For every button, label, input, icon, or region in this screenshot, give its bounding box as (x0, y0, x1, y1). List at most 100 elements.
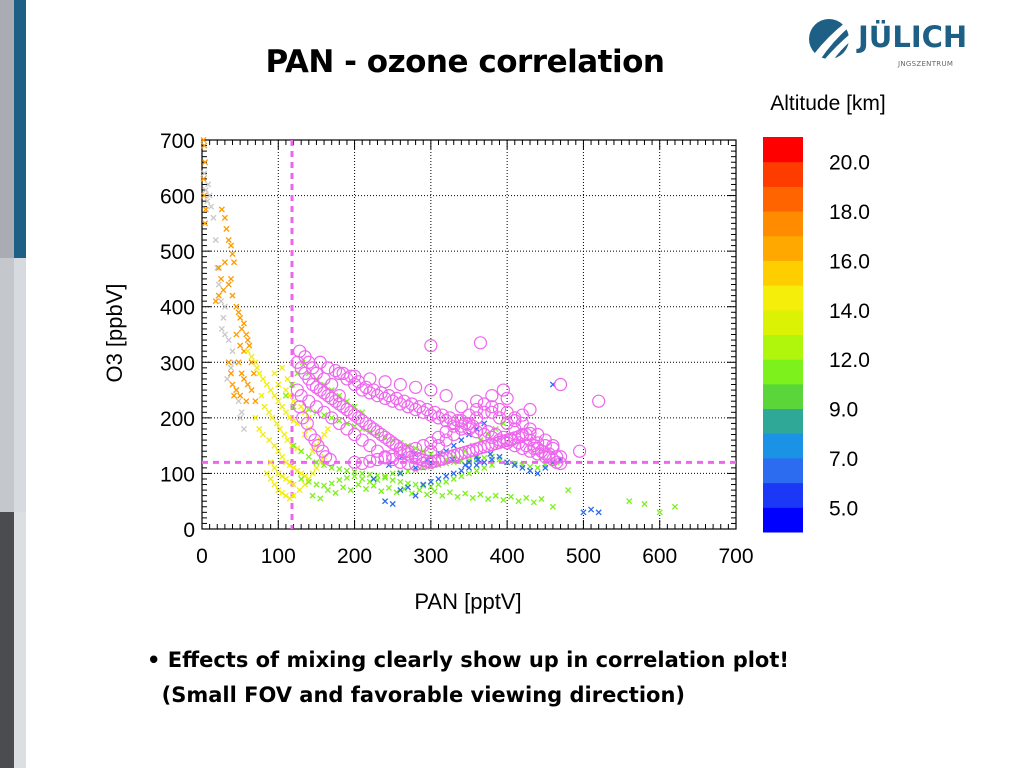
data-point (465, 470, 473, 477)
data-point (534, 470, 541, 477)
data-point (481, 459, 488, 466)
x-axis-ticks: 0 100 200 300 400 500 600 700 (196, 545, 753, 568)
data-point (412, 400, 427, 414)
data-point (534, 444, 549, 458)
data-point (275, 487, 282, 494)
data-point (298, 403, 305, 410)
data-point (423, 491, 431, 498)
y-tick-label: 700 (160, 130, 195, 153)
sidebar-stripe (0, 0, 14, 258)
data-point (412, 492, 419, 499)
data-point (275, 398, 282, 405)
data-point (424, 383, 438, 397)
data-point (259, 375, 267, 383)
data-point (294, 467, 301, 474)
data-point (284, 437, 291, 444)
data-point (523, 494, 530, 501)
data-point (507, 493, 515, 500)
sidebar-stripe (14, 0, 26, 258)
data-point (298, 475, 305, 483)
data-point (511, 462, 518, 469)
data-point (201, 220, 209, 227)
data-point (261, 403, 268, 410)
data-point (469, 494, 476, 501)
data-point (296, 487, 303, 494)
data-point (220, 314, 227, 321)
data-point (286, 414, 293, 421)
data-point (500, 391, 514, 406)
colorbar-label: 7.0 (829, 448, 858, 471)
data-point (465, 459, 473, 466)
data-point (233, 387, 240, 394)
data-point (382, 498, 389, 505)
data-point (305, 478, 312, 485)
data-point (538, 495, 545, 503)
data-point (511, 460, 518, 467)
colorbar-segment (763, 408, 803, 434)
data-point (465, 464, 473, 471)
data-point (305, 453, 312, 460)
colorbar-label: 9.0 (829, 399, 858, 422)
data-point (481, 425, 495, 439)
data-point (202, 186, 209, 194)
data-point (263, 381, 270, 388)
data-point (409, 441, 423, 456)
data-point (267, 475, 274, 483)
colorbar (763, 137, 803, 533)
sidebar-stripe (0, 512, 14, 768)
data-point (215, 292, 222, 299)
data-point (424, 339, 438, 353)
data-point (656, 509, 663, 516)
data-point (286, 462, 293, 469)
data-point (224, 375, 231, 383)
data-point (279, 453, 286, 460)
data-point (229, 381, 236, 388)
data-point (267, 387, 274, 394)
x-tick-label: 400 (490, 545, 525, 568)
data-point (233, 331, 240, 338)
data-point (238, 409, 245, 416)
data-point (201, 159, 209, 166)
colorbar-segment (763, 457, 803, 484)
bullet-item: • Effects of mixing clearly show up in c… (147, 648, 789, 672)
data-point (454, 493, 461, 500)
colorbar-segment (763, 334, 803, 360)
data-point (370, 452, 385, 467)
data-point (477, 397, 491, 411)
data-point (235, 398, 242, 405)
data-point (587, 506, 595, 513)
logo-subtext: JNGSZENTRUM (898, 60, 954, 68)
data-point (496, 383, 510, 397)
data-point (488, 456, 495, 463)
data-point (542, 447, 556, 461)
data-point (282, 387, 289, 394)
data-point (458, 437, 465, 444)
data-point (205, 181, 212, 188)
data-point (351, 468, 358, 475)
x-tick-label: 0 (196, 545, 208, 568)
data-point (475, 456, 482, 463)
data-point (201, 192, 208, 199)
data-point (511, 436, 526, 450)
data-point (343, 474, 351, 481)
data-point (443, 411, 457, 425)
data-point (244, 336, 251, 344)
data-point (286, 495, 293, 502)
data-point (458, 467, 465, 474)
data-point (378, 375, 392, 389)
colorbar-segment (763, 359, 803, 385)
colorbar-segment (763, 161, 803, 187)
data-point (290, 492, 297, 499)
data-point (492, 402, 507, 417)
data-point (282, 475, 289, 483)
data-point (271, 481, 278, 488)
data-point (294, 420, 301, 427)
data-point (389, 470, 396, 477)
data-point (397, 478, 404, 485)
data-point (565, 487, 572, 494)
data-point (321, 361, 335, 375)
data-point (237, 414, 244, 421)
data-point (225, 281, 232, 288)
data-point (351, 473, 358, 480)
data-point (282, 392, 289, 399)
